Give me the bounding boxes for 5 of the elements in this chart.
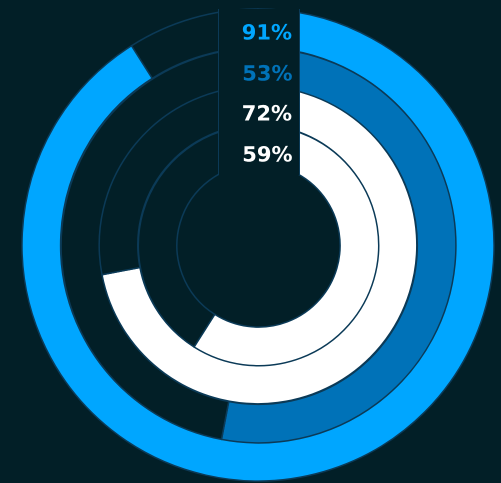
data-label: 72% [242, 102, 292, 126]
data-label: 91% [242, 20, 292, 44]
donut-slice [21, 8, 495, 482]
data-label: 59% [242, 142, 292, 166]
data-label: 53% [242, 60, 292, 85]
